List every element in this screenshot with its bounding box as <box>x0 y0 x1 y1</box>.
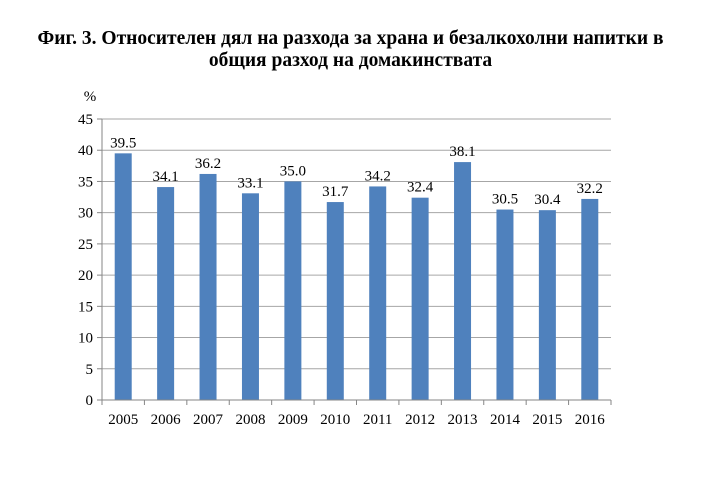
x-tick-label-2009: 2009 <box>278 412 308 428</box>
x-tick-label-2007: 2007 <box>193 412 224 428</box>
bar-2013 <box>454 162 472 400</box>
value-label-2014: 30.5 <box>492 192 518 208</box>
value-label-2011: 34.2 <box>365 168 391 184</box>
bar-2016 <box>581 198 599 400</box>
y-tick-label: 45 <box>78 112 93 128</box>
chart-title: Фиг. 3. Относителен дял на разхода за хр… <box>0 28 701 72</box>
y-tick-label: 25 <box>78 237 93 253</box>
value-label-2015: 30.4 <box>534 192 561 208</box>
y-tick-label: 15 <box>78 299 93 315</box>
y-tick-label: 20 <box>78 268 93 284</box>
y-tick-label: 30 <box>78 206 93 222</box>
y-tick-label: 0 <box>86 393 94 409</box>
labels: 0 5 10 15 20 25 30 35 40 45 39.5 2005 34.1 2006 36.2 20… <box>78 112 605 428</box>
x-tick-label-2008: 2008 <box>235 412 265 428</box>
value-label-2012: 32.4 <box>407 180 434 196</box>
value-label-2016: 32.2 <box>577 181 603 197</box>
chart-title-line-1: Фиг. 3. Относителен дял на разхода за хр… <box>37 28 664 49</box>
value-label-2007: 36.2 <box>195 156 221 172</box>
x-tick-label-2011: 2011 <box>363 412 392 428</box>
x-tick-label-2006: 2006 <box>151 412 182 428</box>
bar-2015 <box>538 210 556 400</box>
bar-2014 <box>496 209 514 400</box>
x-tick-label-2014: 2014 <box>490 412 521 428</box>
value-label-2010: 31.7 <box>322 184 349 200</box>
value-label-2009: 35.0 <box>280 163 306 179</box>
value-label-2008: 33.1 <box>237 175 263 191</box>
bar-2011 <box>369 186 387 400</box>
x-tick-label-2016: 2016 <box>575 412 606 428</box>
bar-2010 <box>326 202 344 400</box>
y-axis-unit-label: % <box>84 89 97 105</box>
value-label-2013: 38.1 <box>449 144 475 160</box>
chart-title-line-2: общия разход на домакинствата <box>208 50 493 71</box>
axes <box>97 118 612 405</box>
x-tick-label-2015: 2015 <box>532 412 562 428</box>
bar-2006 <box>157 187 175 400</box>
x-tick-label-2013: 2013 <box>448 412 478 428</box>
value-label-2006: 34.1 <box>153 169 179 185</box>
bar-2007 <box>199 173 217 400</box>
bars <box>114 153 599 400</box>
bar-2008 <box>241 193 259 400</box>
y-tick-label: 40 <box>78 143 93 159</box>
bar-2009 <box>284 181 302 400</box>
value-label-2005: 39.5 <box>110 135 136 151</box>
x-tick-label-2005: 2005 <box>108 412 138 428</box>
y-tick-label: 35 <box>78 174 93 190</box>
bar-2005 <box>114 153 132 400</box>
x-tick-label-2010: 2010 <box>320 412 350 428</box>
y-tick-label: 10 <box>78 331 93 347</box>
x-tick-label-2012: 2012 <box>405 412 435 428</box>
bar-2012 <box>411 197 429 400</box>
gridlines <box>102 118 611 370</box>
y-tick-label: 5 <box>86 362 94 378</box>
